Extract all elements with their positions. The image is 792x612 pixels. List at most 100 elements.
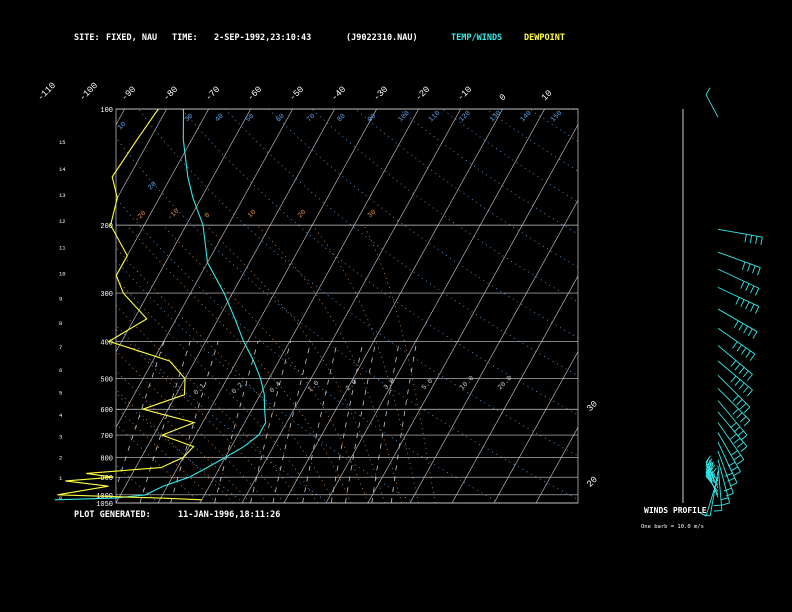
mixing-ratio-line [139,341,191,503]
isobar-label: 1050 [96,501,113,509]
wind-barb-flag [752,265,756,274]
wind-barb-flag [757,267,761,276]
wind-barb-flag [738,382,745,390]
isotherm-label-text: -30 [372,85,391,104]
footer-label: PLOT GENERATED: [74,510,151,520]
height-tick-label: 9 [59,295,62,302]
wind-barb-flag [740,416,747,423]
dry-adiabat-line [485,109,578,172]
dry-adiabat-label-text: 140 [519,110,534,125]
isotherm-line [535,426,578,503]
grid-layer [115,108,579,504]
isotherm-label-text: -20 [414,85,433,104]
wind-barb-flag [737,430,744,437]
mixing-ratio-label: 2.0 [344,379,359,394]
moist-adiabat-label-text: 0 [203,211,212,220]
isotherm-label: -110 [36,81,58,103]
wind-barb-flag [708,470,711,479]
wind-barb-flag [733,320,739,328]
wind-barb-flag [760,237,763,246]
wind-barb-flag [747,328,753,337]
dry-adiabat-label: 20 [147,181,159,193]
wind-barb-shaft [717,465,723,511]
wind-barb-flag [754,287,760,296]
isotherm-label: 30 [585,399,600,414]
temperature-line [54,108,267,501]
dry-adiabat-label: 60 [275,113,287,125]
isobar-label: 700 [100,433,113,441]
wind-barb-shaft [717,441,738,484]
wind-barb-shaft [717,286,759,307]
isotherm-line [116,109,167,201]
wind-barb-shaft [717,308,758,332]
wind-barb-flag [746,263,751,272]
height-tick-label: 7 [59,344,62,351]
isobar-label: 800 [100,455,113,463]
wind-barb-flag [730,466,739,472]
dry-adiabat-line [116,392,245,503]
isotherm-label-text: 20 [585,475,600,490]
wind-barb-shaft [717,432,741,472]
wind-barb-flag [723,487,732,492]
wind-barb-shaft [717,400,748,436]
isotherm-label: -20 [414,85,433,104]
isotherm-line [241,109,461,503]
moist-adiabat-line [116,247,335,503]
wind-barb-flag [754,306,760,314]
wind-barb-flag [706,469,710,478]
wind-barb-flag [744,234,747,243]
wind-barb-shaft [717,360,753,391]
wind-barb-flag [705,457,710,466]
dry-adiabat-label-text: 110 [427,110,442,125]
wind-barb-flag [734,363,741,371]
dry-adiabat-line [268,109,578,339]
moist-adiabat-line [116,328,285,503]
wind-barb-shaft [717,411,748,447]
dry-adiabat-label: 70 [305,113,317,125]
height-tick-label: 3 [59,433,62,440]
moist-adiabat-line [116,406,218,503]
moist-adiabat-label-text: 30 [366,209,378,221]
mixing-ratio-label: 20.0 [496,375,514,393]
wind-profile-layer [682,87,763,517]
wind-barb-flag [741,261,746,270]
dry-adiabat-label-text: 100 [397,110,412,125]
isotherm-line [325,109,545,503]
mixing-ratio-label-text: 5.0 [420,378,435,393]
wind-barb-flag [755,236,758,245]
moist-adiabat-label-text: 10 [246,209,258,221]
isotherm-label: -70 [204,85,223,104]
wind-barb-flag [712,473,716,482]
moist-adiabat-label-text: -10 [166,208,181,223]
isobar-label: 100 [100,107,113,115]
wind-barb-flag [741,347,747,355]
dry-adiabat-label-text: 120 [458,110,473,125]
moist-adiabat-line [205,224,386,503]
dry-adiabat-line [355,109,578,268]
dry-adiabat-label-text: 80 [336,113,348,125]
wind-barb-shaft [705,465,719,482]
dry-adiabat-label-text: 30 [183,113,195,125]
wind-barb-flag [733,426,741,433]
height-tick-label: 2 [59,454,62,461]
dry-adiabat-label: 100 [397,110,412,125]
header-time-label: TIME: [172,33,198,43]
isobar-label: 900 [100,475,113,483]
isobar-label: 400 [100,339,113,347]
wind-barb-flag [736,399,743,406]
wind-barb-shaft [709,471,719,516]
height-tick-label: 13 [59,192,66,199]
dry-adiabat-label: 150 [549,110,564,125]
wind-barb-flag [742,370,749,378]
header-time-value: 2-SEP-1992,23:10:43 [214,33,312,43]
wind-barb-flag [708,461,713,470]
wind-barb-flag [727,461,736,467]
wind-barb-flag [729,482,738,487]
dry-adiabat-label-text: 10 [116,121,128,133]
moist-adiabat-line [116,388,234,503]
wind-barb-flag [733,437,741,444]
dry-adiabat-label-text: 50 [244,113,256,125]
moist-adiabat-label-text: 20 [296,209,308,221]
wind-barb-flag [707,459,711,468]
wind-barb-flag [746,389,753,397]
